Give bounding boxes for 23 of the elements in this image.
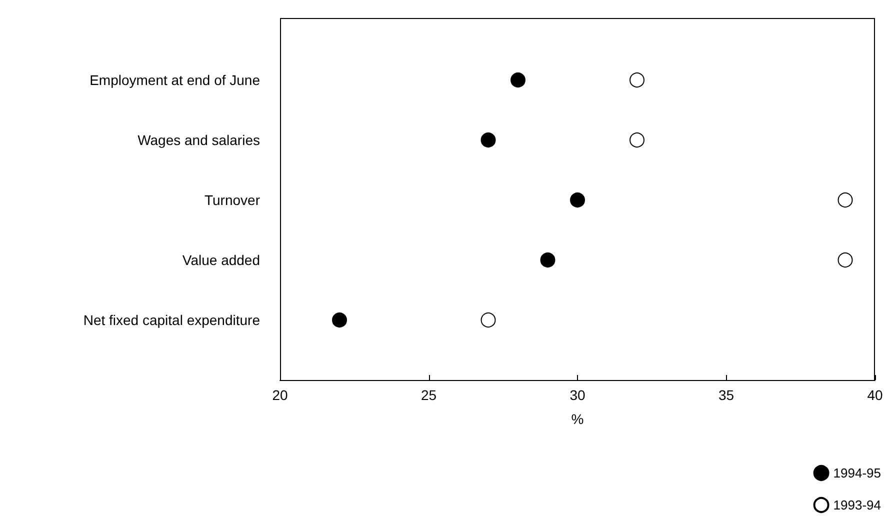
x-axis-title: % — [571, 411, 584, 427]
y-tick-label: Net fixed capital expenditure — [83, 312, 260, 328]
y-tick-label: Value added — [182, 252, 260, 268]
y-tick-label: Employment at end of June — [90, 72, 260, 88]
legend-label: 1994-95 — [833, 466, 882, 480]
point — [838, 192, 853, 208]
x-tick-label: 40 — [867, 387, 883, 403]
point — [570, 192, 585, 208]
point — [480, 132, 496, 148]
x-tick-label: 35 — [718, 387, 734, 403]
point — [630, 132, 644, 148]
x-tick-label: 20 — [272, 387, 288, 403]
point — [510, 72, 526, 88]
point — [480, 312, 496, 328]
x-tick-label: 25 — [420, 387, 437, 403]
y-tick-label: Turnover — [204, 192, 260, 208]
point — [332, 312, 347, 328]
x-tick-label: 30 — [570, 387, 586, 403]
y-tick-label: Wages and salaries — [138, 132, 260, 148]
point — [838, 252, 853, 268]
legend-label: 1993-94 — [833, 498, 882, 512]
point — [540, 252, 556, 268]
point — [630, 72, 644, 88]
